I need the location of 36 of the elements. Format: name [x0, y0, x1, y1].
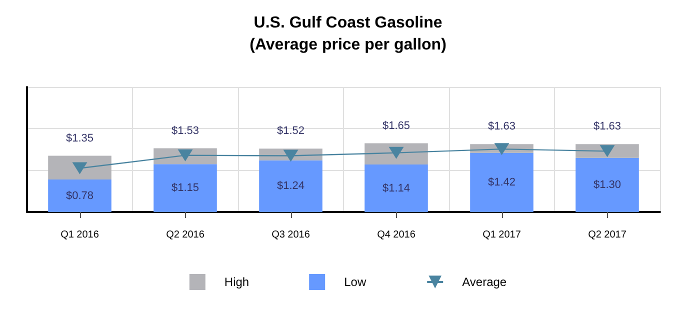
x-tick-label: Q1 2017 [482, 230, 522, 240]
point [494, 143, 510, 156]
total-label: $1.53 [171, 124, 200, 137]
data-label: $1.42 [488, 176, 516, 188]
total-label: $1.52 [276, 125, 305, 138]
data-label: $1.14 [382, 182, 410, 194]
point [178, 149, 193, 162]
legend-label: High [224, 275, 250, 289]
total-label: $1.63 [488, 120, 516, 133]
data-label: $1.15 [171, 182, 200, 194]
x-tick-label: Q4 2016 [377, 230, 416, 240]
legend-label: Average [462, 275, 507, 289]
point [388, 146, 404, 159]
chart-title: U.S. Gulf Coast Gasoline [254, 14, 442, 32]
point [72, 162, 88, 174]
total-label: $1.65 [382, 120, 410, 132]
bar [259, 160, 322, 212]
x-tick-label: Q2 2016 [166, 230, 205, 240]
bar [48, 180, 112, 212]
bar [470, 152, 534, 212]
bar [48, 156, 112, 180]
point [283, 150, 298, 162]
total-label: $1.35 [66, 132, 94, 144]
legend-label: Low [344, 275, 366, 289]
data-label: $1.24 [276, 180, 305, 192]
bar [364, 164, 428, 212]
x-tick-label: Q3 2016 [272, 230, 310, 240]
chart-subtitle: (Average price per gallon) [250, 36, 446, 54]
x-tick-label: Q1 2016 [60, 230, 100, 240]
total-label: $1.63 [593, 120, 622, 133]
data-label: $0.78 [66, 190, 94, 202]
data-label: $1.30 [593, 178, 622, 191]
x-tick-label: Q2 2017 [588, 230, 627, 240]
bar [154, 164, 217, 212]
bar [576, 158, 639, 212]
point [600, 145, 615, 158]
